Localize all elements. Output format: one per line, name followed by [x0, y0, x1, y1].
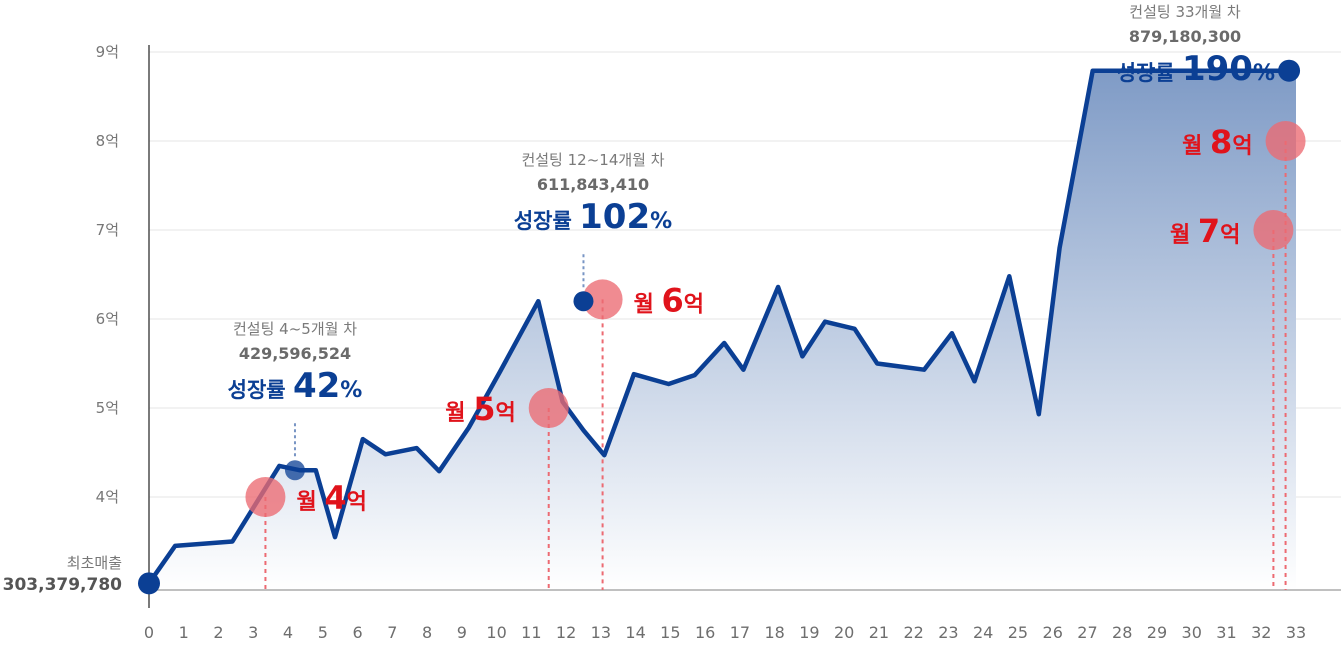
- milestone-word: 월: [1170, 223, 1198, 248]
- x-tick-label: 21: [869, 623, 889, 642]
- x-tick-label: 17: [730, 623, 750, 642]
- x-tick-label: 1: [179, 623, 189, 642]
- growth-rate-unit: %: [340, 378, 362, 403]
- milestone-unit: 억: [495, 401, 515, 426]
- milestone-amount: 5: [473, 390, 495, 428]
- growth-rate-value: 102: [579, 197, 650, 237]
- annotations: 최초매출 303,379,780 컨설팅 4~5개월 차 429,596,524 성장률…: [3, 3, 1275, 595]
- growth-point-marker: [284, 460, 305, 481]
- growth-note-amount: 879,180,300: [1129, 27, 1241, 46]
- growth-rate-value: 190: [1182, 49, 1253, 89]
- x-tick-label: 28: [1112, 623, 1132, 642]
- x-tick-label: 7: [387, 623, 397, 642]
- x-tick-label: 32: [1251, 623, 1271, 642]
- growth-note-period: 컨설팅 12~14개월 차: [521, 151, 664, 169]
- milestone-label: 월 7억: [1170, 212, 1240, 250]
- milestone-circle: [528, 388, 569, 428]
- x-tick-label: 19: [799, 623, 819, 642]
- x-tick-label: 20: [834, 623, 854, 642]
- milestone-label: 월 8억: [1182, 123, 1252, 161]
- y-tick-label: 7억: [96, 221, 119, 239]
- x-tick-label: 22: [903, 623, 923, 642]
- milestone-word: 월: [445, 401, 473, 426]
- x-tick-label: 25: [1008, 623, 1028, 642]
- x-tick-label: 6: [352, 623, 362, 642]
- growth-rate-text: 성장률 190%: [1117, 49, 1275, 89]
- x-tick-label: 11: [521, 623, 541, 642]
- x-tick-label: 4: [283, 623, 293, 642]
- milestone-label: 월 4억: [296, 479, 366, 517]
- milestone-circle: [245, 477, 286, 517]
- y-tick-label: 4억: [96, 488, 119, 506]
- milestone-word: 월: [634, 292, 662, 317]
- milestone-word: 월: [1182, 134, 1210, 159]
- growth-note-period: 컨설팅 33개월 차: [1129, 3, 1241, 21]
- x-tick-label: 27: [1077, 623, 1097, 642]
- milestone-circle: [1253, 210, 1294, 250]
- milestone-amount: 6: [661, 281, 683, 319]
- start-value: 303,379,780: [3, 575, 123, 595]
- milestone-label: 월 6억: [634, 281, 704, 319]
- x-tick-label: 13: [591, 623, 611, 642]
- x-tick-label: 29: [1147, 623, 1167, 642]
- growth-note-amount: 429,596,524: [239, 344, 351, 363]
- x-tick-label: 12: [556, 623, 576, 642]
- area-fill-path: [149, 70, 1296, 590]
- milestone-amount: 7: [1198, 212, 1220, 250]
- x-tick-label: 2: [213, 623, 223, 642]
- y-tick-label: 5억: [96, 399, 119, 417]
- x-tick-label: 8: [422, 623, 432, 642]
- milestone-circle: [582, 279, 623, 320]
- x-tick-label: 30: [1182, 623, 1202, 642]
- x-tick-label: 14: [625, 623, 645, 642]
- milestone-unit: 억: [1232, 134, 1252, 159]
- y-tick-label: 6억: [96, 310, 119, 328]
- milestone-unit: 억: [684, 292, 704, 317]
- start-point-marker: [138, 572, 160, 595]
- revenue-line: [146, 68, 1299, 586]
- x-tick-label: 9: [457, 623, 467, 642]
- x-tick-label: 16: [695, 623, 715, 642]
- milestone-amount: 4: [324, 479, 346, 517]
- revenue-series: [146, 68, 1299, 586]
- growth-rate-unit: %: [1253, 61, 1275, 86]
- growth-point-marker: [1278, 59, 1301, 82]
- x-tick-label: 33: [1286, 623, 1306, 642]
- growth-rate-text: 성장률 42%: [228, 366, 363, 406]
- x-tick-label: 15: [660, 623, 680, 642]
- x-tick-label: 24: [973, 623, 993, 642]
- x-tick-label: 23: [938, 623, 958, 642]
- y-tick-label: 9억: [96, 43, 119, 61]
- x-tick-label: 3: [248, 623, 258, 642]
- growth-note-amount: 611,843,410: [537, 175, 649, 194]
- x-tick-label: 26: [1043, 623, 1063, 642]
- milestone-circle: [1265, 121, 1306, 161]
- y-tick-label: 8억: [96, 132, 119, 150]
- start-label: 최초매출: [67, 554, 122, 572]
- milestone-word: 월: [296, 490, 324, 515]
- x-tick-label: 5: [318, 623, 328, 642]
- x-tick-label: 18: [764, 623, 784, 642]
- growth-rate-label: 성장률: [228, 378, 293, 402]
- growth-rate-unit: %: [650, 209, 672, 234]
- growth-rate-value: 42: [293, 366, 340, 406]
- x-tick-label: 10: [486, 623, 506, 642]
- milestone-amount: 8: [1210, 123, 1232, 161]
- growth-rate-label: 성장률: [514, 209, 579, 233]
- x-tick-label: 0: [144, 623, 154, 642]
- milestone-label: 월 5억: [445, 390, 515, 428]
- milestone-unit: 억: [347, 490, 367, 515]
- x-tick-label: 31: [1216, 623, 1236, 642]
- growth-note-period: 컨설팅 4~5개월 차: [233, 320, 357, 338]
- growth-point-marker: [573, 291, 594, 312]
- area-fill: [149, 70, 1296, 590]
- markers: [138, 59, 1306, 595]
- growth-rate-label: 성장률: [1117, 61, 1182, 85]
- growth-rate-text: 성장률 102%: [514, 197, 672, 237]
- milestone-unit: 억: [1220, 223, 1240, 248]
